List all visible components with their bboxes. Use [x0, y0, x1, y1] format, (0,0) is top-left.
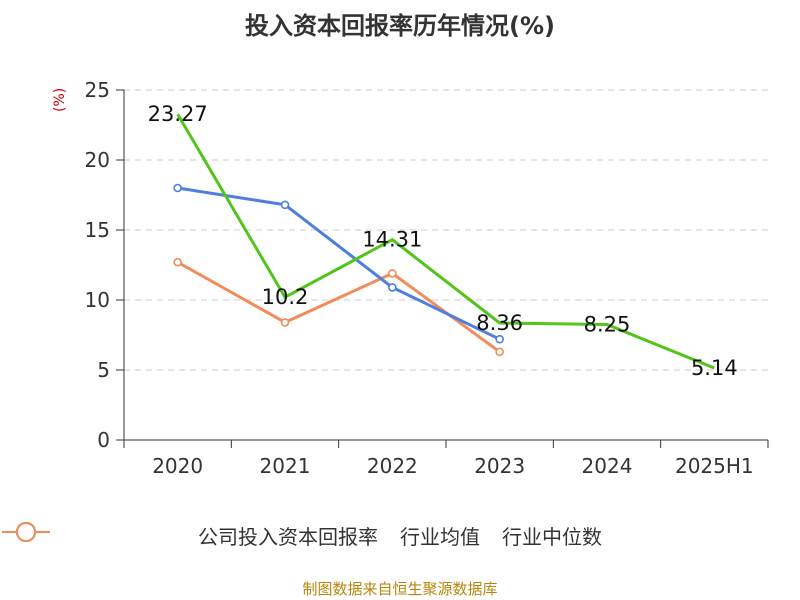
- x-tick-label: 2022: [367, 454, 418, 478]
- data-point: [388, 283, 397, 292]
- y-tick-label: 15: [85, 218, 110, 242]
- legend-label-company: 公司投入资本回报率: [198, 525, 378, 549]
- x-tick-label: 2024: [582, 454, 633, 478]
- y-tick-label: 25: [85, 78, 110, 102]
- data-point: [173, 257, 182, 267]
- data-label: 8.36: [476, 311, 523, 335]
- data-point: [173, 183, 182, 193]
- series-line-2: [176, 260, 501, 354]
- data-label: 8.25: [584, 313, 631, 337]
- y-tick-label: 20: [85, 148, 110, 172]
- data-point: [280, 200, 290, 210]
- data-label: 10.2: [262, 285, 309, 309]
- data-label: 23.27: [148, 102, 208, 126]
- legend-label-industry-mean: 行业均值: [400, 525, 480, 549]
- x-tick-label: 2020: [152, 454, 203, 478]
- data-point: [280, 318, 290, 327]
- series-line-1: [177, 186, 501, 341]
- data-point: [495, 334, 504, 344]
- series-line-0: [176, 113, 715, 370]
- data-label: 14.31: [362, 228, 422, 252]
- legend-marker-industry-median: [2, 522, 50, 542]
- legend-item-industry-median[interactable]: 行业中位数: [2, 521, 602, 550]
- source-footer: 制图数据来自恒生聚源数据库: [302, 580, 498, 598]
- legend: 公司投入资本回报率 行业均值 行业中位数: [0, 521, 800, 550]
- data-point: [388, 269, 397, 278]
- x-tick-label: 2021: [260, 454, 311, 478]
- y-tick-label: 0: [97, 428, 110, 452]
- y-tick-label: 10: [85, 288, 110, 312]
- data-point: [495, 347, 504, 357]
- chart-title: 投入资本回报率历年情况(%): [245, 12, 555, 40]
- legend-item-industry-mean[interactable]: 行业均值: [2, 521, 480, 550]
- legend-item-company[interactable]: 公司投入资本回报率: [2, 521, 378, 550]
- x-tick-label: 2025H1: [675, 454, 754, 478]
- data-label: 5.14: [691, 356, 738, 380]
- y-tick-label: 5: [97, 358, 110, 382]
- x-tick-label: 2023: [474, 454, 525, 478]
- legend-label-industry-median: 行业中位数: [502, 525, 602, 549]
